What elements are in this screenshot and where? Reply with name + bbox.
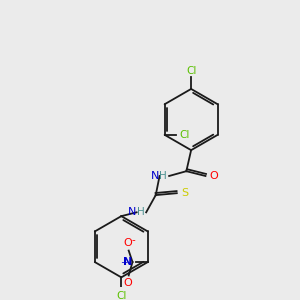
- Text: O: O: [123, 238, 132, 248]
- Text: +: +: [120, 258, 128, 267]
- Text: H: H: [160, 171, 167, 181]
- Text: Cl: Cl: [179, 130, 189, 140]
- Text: N: N: [128, 207, 136, 217]
- Text: S: S: [182, 188, 189, 198]
- Text: -: -: [132, 235, 135, 245]
- Text: N: N: [151, 171, 160, 181]
- Text: N: N: [123, 257, 133, 267]
- Text: Cl: Cl: [186, 66, 196, 76]
- Text: O: O: [123, 278, 132, 288]
- Text: H: H: [136, 207, 144, 217]
- Text: Cl: Cl: [116, 291, 127, 300]
- Text: O: O: [209, 171, 218, 181]
